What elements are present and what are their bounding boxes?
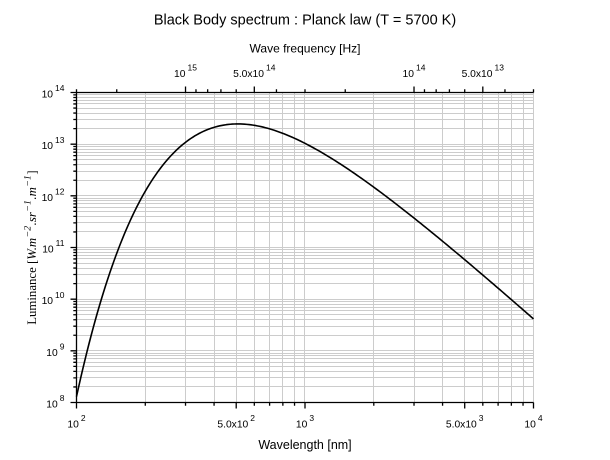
- svg-text:Wave frequency [Hz]: Wave frequency [Hz]: [250, 42, 361, 56]
- svg-text:Luminance [W.m−2.sr−1.m−1]: Luminance [W.m−2.sr−1.m−1]: [23, 170, 40, 324]
- svg-text:Wavelength [nm]: Wavelength [nm]: [258, 438, 351, 452]
- svg-text:Black Body spectrum : Planck l: Black Body spectrum : Planck law (T = 57…: [154, 13, 456, 29]
